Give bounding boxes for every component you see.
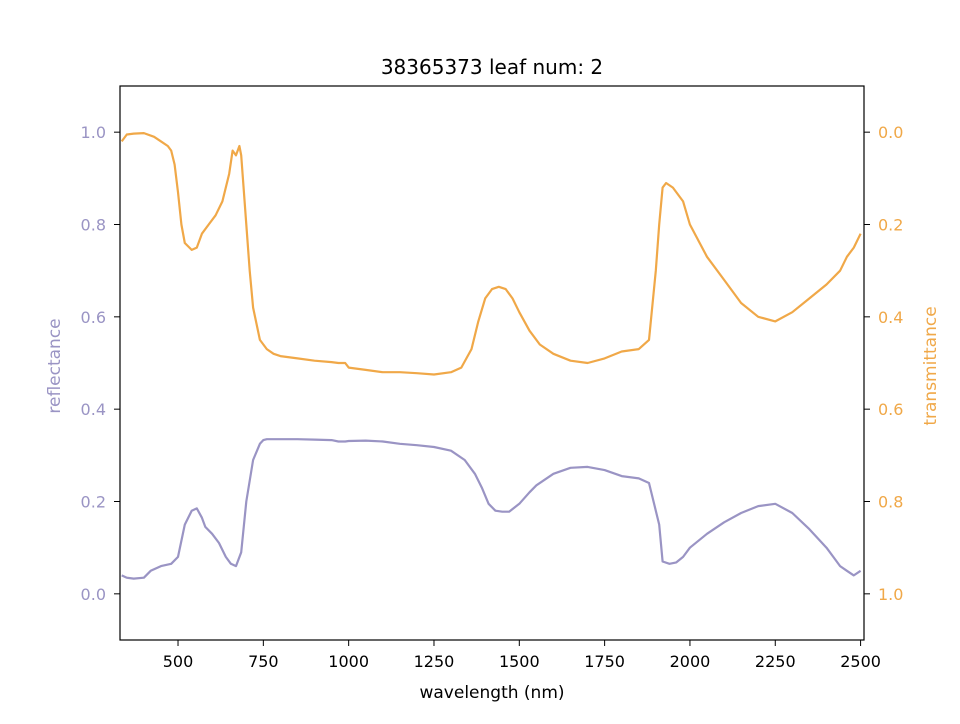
y-left-tick-label: 1.0 [81,123,106,142]
y-left-tick-label: 0.0 [81,585,106,604]
y-left-tick-label: 0.6 [81,308,106,327]
y-left-tick-label: 0.8 [81,216,106,235]
y-left-tick-label: 0.4 [81,400,106,419]
x-tick-label: 1000 [328,652,369,671]
y-axis-left-label: reflectance [45,318,65,413]
x-tick-label: 1250 [414,652,455,671]
y-right-tick-label: 0.0 [878,123,903,142]
x-tick-label: 1500 [499,652,540,671]
plot-area [120,132,862,580]
y-axis-right-label: transmittance [921,306,941,425]
x-tick-label: 2000 [670,652,711,671]
axes: 500 750 1000 1250 1500 1750 2000 2250 2500 0.0 0.2… [81,85,903,671]
x-tick-label: 1750 [584,652,625,671]
y-left-tick-label: 0.2 [81,493,106,512]
left-axis-series-line [121,438,862,580]
y-right-tick-label: 0.4 [878,308,903,327]
x-tick-label: 2500 [840,652,881,671]
x-tick-label: 2250 [755,652,796,671]
x-tick-label: 500 [163,652,194,671]
y-right-tick-label: 0.2 [878,216,903,235]
y-right-tick-label: 1.0 [878,585,903,604]
y-right-tick-label: 0.6 [878,400,903,419]
x-tick-label: 750 [248,652,279,671]
x-axis-label: wavelength (nm) [419,683,564,703]
y-right-tick-label: 0.8 [878,493,903,512]
chart-title: 38365373 leaf num: 2 [381,55,603,79]
right-axis-series-line [120,132,862,376]
plot-frame [119,85,865,641]
